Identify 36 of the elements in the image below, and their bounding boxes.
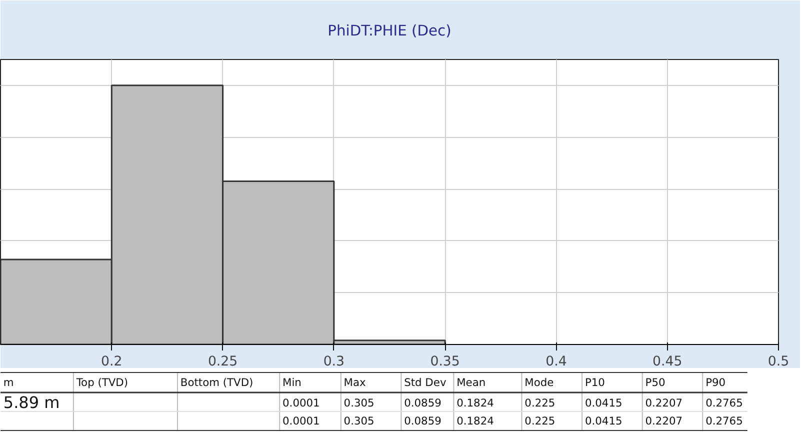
chart-title: PhiDT:PHIE (Dec) xyxy=(328,22,452,40)
text: 0.225 xyxy=(524,414,556,428)
text: 0.225 xyxy=(524,396,556,410)
x-tick-label: 0.2 xyxy=(101,354,122,370)
text: 0.1824 xyxy=(456,414,494,428)
text: 0.0859 xyxy=(404,396,442,410)
text: P90 xyxy=(706,376,726,389)
x-tick-label: 0.25 xyxy=(208,354,238,370)
text: P50 xyxy=(645,376,666,389)
text: Mode xyxy=(524,376,554,389)
x-tick-label: 0.4 xyxy=(546,354,567,370)
x-tick-label: 0.3 xyxy=(323,354,345,370)
text: Bottom (TVD) xyxy=(180,376,254,389)
text: m xyxy=(3,376,14,389)
text: 0.2207 xyxy=(645,414,683,428)
text: P10 xyxy=(584,376,606,389)
text: 0.305 xyxy=(344,414,374,428)
text: 0.0415 xyxy=(584,414,622,428)
text: 0.2765 xyxy=(706,396,743,410)
x-tick-label: 0.5 xyxy=(768,354,790,370)
x-tick-label: 0.35 xyxy=(430,354,460,370)
x-tick-label: 0.45 xyxy=(652,354,682,370)
text: 0.2207 xyxy=(645,396,683,410)
text: 0.0415 xyxy=(584,396,622,410)
text: 5.89 m xyxy=(3,393,60,412)
text: Mean xyxy=(456,376,486,389)
text: Max xyxy=(344,376,366,389)
text: 0.0859 xyxy=(404,414,442,428)
text: 0.305 xyxy=(344,396,374,410)
text: Std Dev xyxy=(404,376,446,389)
text: 0.0001 xyxy=(282,414,320,428)
text: Top (TVD) xyxy=(75,376,128,389)
text: Min xyxy=(282,376,302,389)
text: 0.0001 xyxy=(282,396,320,410)
text: 0.1824 xyxy=(456,396,494,410)
text: 0.2765 xyxy=(706,414,743,428)
